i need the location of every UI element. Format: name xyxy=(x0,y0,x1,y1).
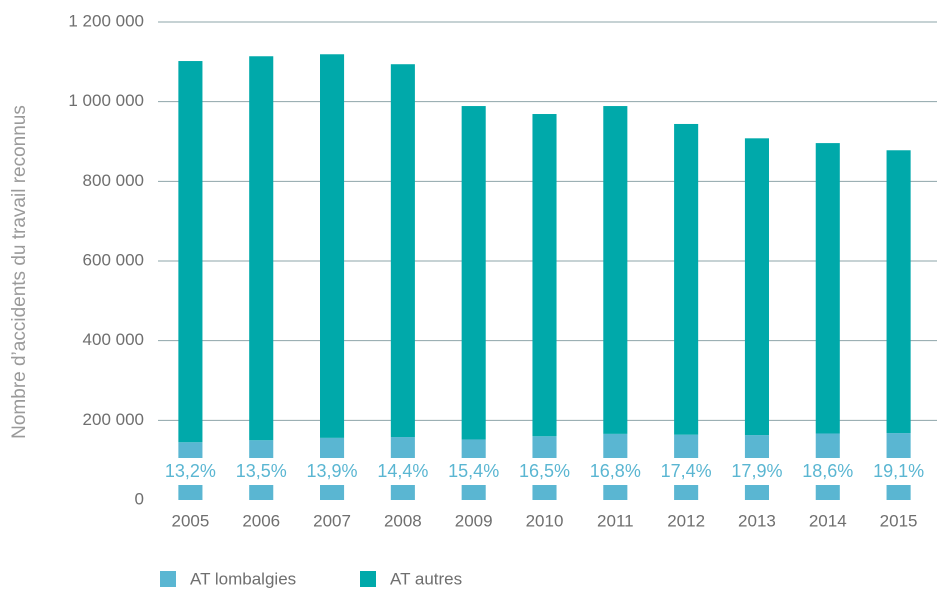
y-tick-label: 1 200 000 xyxy=(68,11,144,30)
bar-segment xyxy=(532,114,557,437)
label-background xyxy=(439,458,509,485)
x-tick-label: 2005 xyxy=(171,511,209,530)
y-tick-label: 800 000 xyxy=(83,171,144,190)
x-tick-label: 2008 xyxy=(384,511,422,530)
label-background xyxy=(510,458,579,485)
share-label: 16,5% xyxy=(519,461,570,481)
y-tick-label: 0 xyxy=(135,489,144,508)
x-tick-label: 2014 xyxy=(809,511,847,530)
x-tick-label: 2006 xyxy=(242,511,280,530)
label-background xyxy=(156,458,225,485)
x-tick-label: 2011 xyxy=(597,511,634,530)
x-tick-label: 2015 xyxy=(880,511,918,530)
bar-segment xyxy=(249,56,274,441)
label-background xyxy=(580,458,650,485)
share-label: 18,6% xyxy=(802,461,853,481)
bar-segment xyxy=(461,106,486,440)
bar-segment xyxy=(320,54,345,438)
y-tick-label: 600 000 xyxy=(83,250,144,269)
bar-segment xyxy=(178,61,203,443)
label-background xyxy=(864,458,933,485)
x-tick-label: 2010 xyxy=(526,511,564,530)
label-background xyxy=(722,458,792,485)
y-tick-label: 200 000 xyxy=(83,410,144,429)
legend-label: AT lombalgies xyxy=(190,569,296,588)
y-tick-label: 400 000 xyxy=(83,330,144,349)
label-background xyxy=(368,458,438,485)
bar-segment xyxy=(744,138,769,436)
share-label: 17,4% xyxy=(661,461,712,481)
share-label: 13,9% xyxy=(307,461,358,481)
label-background xyxy=(793,458,863,485)
share-label: 13,5% xyxy=(236,461,287,481)
bar-segment xyxy=(815,143,840,434)
legend-label: AT autres xyxy=(390,569,462,588)
share-label: 15,4% xyxy=(448,461,499,481)
x-tick-label: 2012 xyxy=(667,511,705,530)
legend-swatch xyxy=(160,571,176,587)
share-label: 16,8% xyxy=(590,461,641,481)
label-background xyxy=(226,458,296,485)
x-tick-label: 2013 xyxy=(738,511,776,530)
bar-segment xyxy=(603,106,628,434)
share-label: 14,4% xyxy=(377,461,428,481)
bar-segment xyxy=(390,64,415,438)
label-background xyxy=(651,458,721,485)
y-tick-label: 1 000 000 xyxy=(68,91,144,110)
x-tick-label: 2007 xyxy=(313,511,351,530)
legend-swatch xyxy=(360,571,376,587)
share-label: 13,2% xyxy=(165,461,216,481)
label-background xyxy=(297,458,367,485)
share-label: 17,9% xyxy=(731,461,782,481)
bar-segment xyxy=(674,123,699,435)
share-label: 19,1% xyxy=(873,461,924,481)
x-tick-label: 2009 xyxy=(455,511,493,530)
bar-segment xyxy=(886,150,911,434)
y-axis-title: Nombre d’accidents du travail reconnus xyxy=(9,105,30,439)
